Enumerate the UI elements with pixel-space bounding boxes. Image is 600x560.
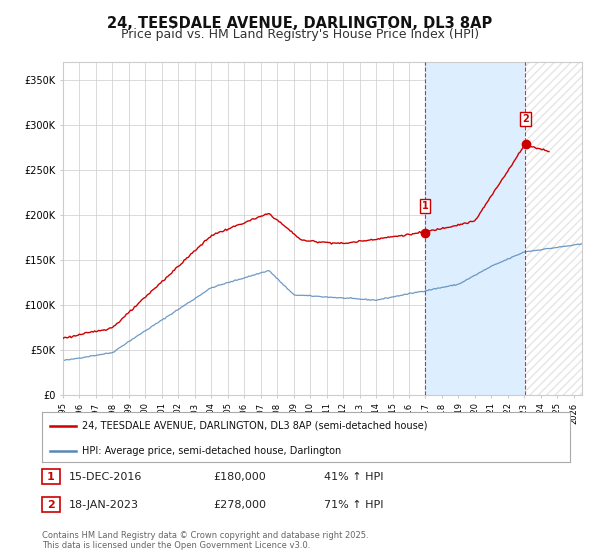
Text: HPI: Average price, semi-detached house, Darlington: HPI: Average price, semi-detached house,…	[82, 446, 341, 456]
Bar	[525, 62, 582, 395]
Text: 2: 2	[47, 500, 55, 510]
Text: 2: 2	[522, 114, 529, 124]
Text: 1: 1	[422, 200, 428, 211]
Bar	[425, 62, 525, 395]
Text: 41% ↑ HPI: 41% ↑ HPI	[324, 472, 383, 482]
Text: Price paid vs. HM Land Registry's House Price Index (HPI): Price paid vs. HM Land Registry's House …	[121, 28, 479, 41]
Text: 71% ↑ HPI: 71% ↑ HPI	[324, 500, 383, 510]
Text: 1: 1	[47, 472, 55, 482]
Text: £278,000: £278,000	[213, 500, 266, 510]
Text: £180,000: £180,000	[213, 472, 266, 482]
Bar	[525, 62, 582, 395]
Text: 15-DEC-2016: 15-DEC-2016	[69, 472, 142, 482]
Text: Contains HM Land Registry data © Crown copyright and database right 2025.
This d: Contains HM Land Registry data © Crown c…	[42, 531, 368, 550]
Text: 24, TEESDALE AVENUE, DARLINGTON, DL3 8AP: 24, TEESDALE AVENUE, DARLINGTON, DL3 8AP	[107, 16, 493, 31]
Text: 18-JAN-2023: 18-JAN-2023	[69, 500, 139, 510]
Text: 24, TEESDALE AVENUE, DARLINGTON, DL3 8AP (semi-detached house): 24, TEESDALE AVENUE, DARLINGTON, DL3 8AP…	[82, 421, 427, 431]
